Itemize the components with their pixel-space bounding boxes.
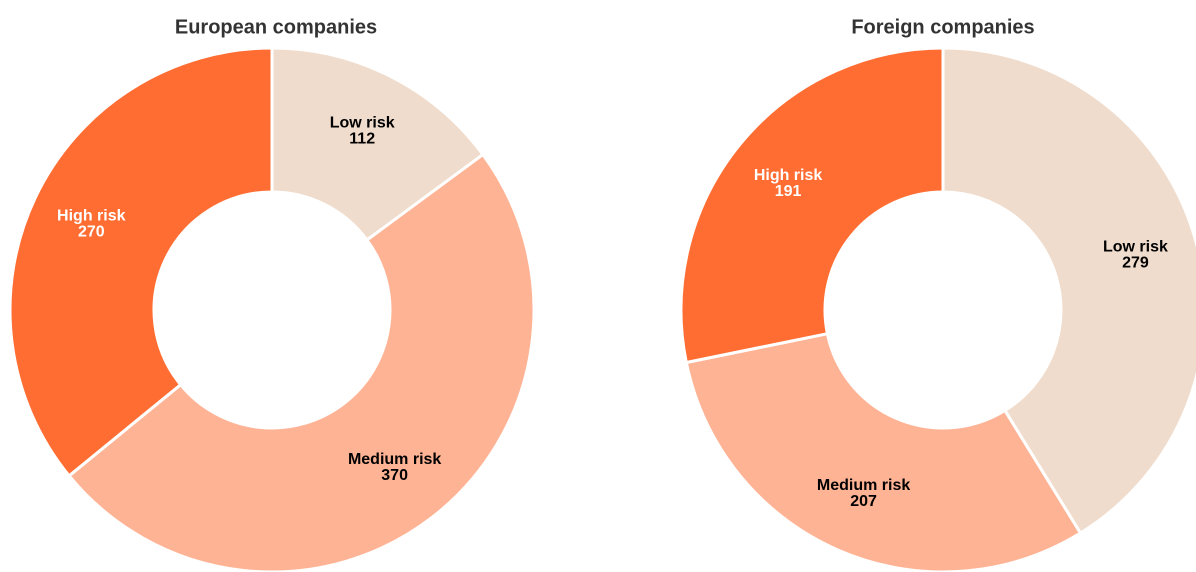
- donut-slice: [8, 46, 274, 478]
- slice-label: High risk: [754, 167, 823, 184]
- slice-value: 270: [78, 224, 105, 241]
- donut-slice: [684, 332, 1082, 572]
- slice-value: 370: [381, 467, 408, 484]
- donut-slice: [679, 46, 945, 365]
- slice-label: Medium risk: [348, 451, 441, 468]
- chart-title: Foreign companies: [851, 16, 1034, 38]
- slice-label: High risk: [57, 208, 126, 225]
- slice-value: 191: [775, 183, 802, 200]
- slice-label: Low risk: [1103, 239, 1168, 256]
- chart-title: European companies: [175, 16, 377, 38]
- slice-value: 112: [349, 131, 375, 148]
- slice-value: 207: [850, 493, 877, 510]
- donut-slice: [67, 153, 536, 572]
- slice-label: Low risk: [330, 115, 395, 132]
- slice-value: 279: [1122, 255, 1149, 272]
- slice-label: Medium risk: [817, 477, 910, 494]
